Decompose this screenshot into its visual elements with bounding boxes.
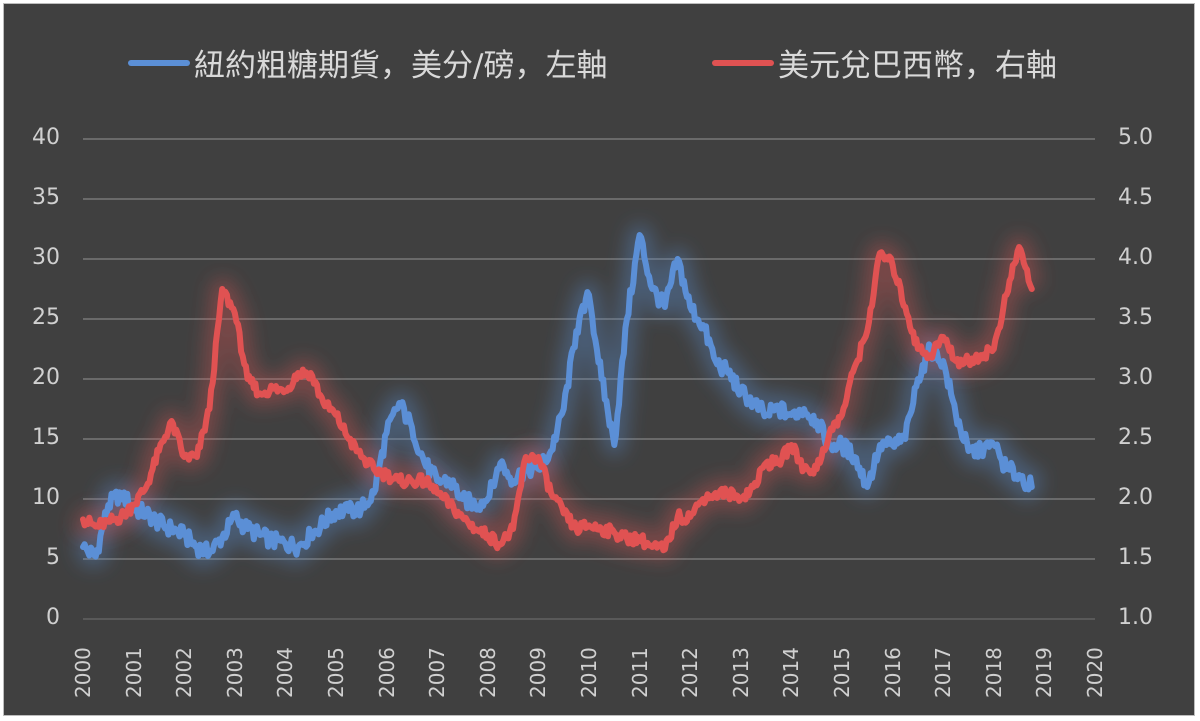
x-tick-label: 2020 xyxy=(1083,647,1107,698)
x-tick-label: 2005 xyxy=(324,647,348,698)
right-tick-label: 2.5 xyxy=(1118,425,1153,450)
x-tick-label: 2008 xyxy=(475,647,500,698)
x-tick-label: 2000 xyxy=(71,647,95,698)
left-tick-label: 10 xyxy=(32,485,60,510)
right-tick-label: 4.5 xyxy=(1118,185,1153,210)
right-tick-label: 3.0 xyxy=(1118,365,1153,390)
x-tick-label: 2013 xyxy=(728,647,753,698)
legend-item-sugar[interactable]: 紐約粗糖期貨，美分/磅，左軸 xyxy=(128,40,607,85)
left-tick-label: 0 xyxy=(46,605,60,630)
x-tick-label: 2012 xyxy=(678,647,703,698)
x-tick-label: 2011 xyxy=(627,647,652,698)
x-tick-label: 2016 xyxy=(880,647,905,698)
x-tick-label: 2009 xyxy=(526,647,551,698)
legend-label-usdbrl: 美元兌巴西幣，右軸 xyxy=(778,48,1057,84)
x-tick-label: 2014 xyxy=(779,647,804,698)
right-tick-label: 3.5 xyxy=(1118,305,1153,330)
left-tick-label: 25 xyxy=(32,305,60,330)
left-tick-label: 20 xyxy=(32,365,60,390)
x-tick-label: 2004 xyxy=(273,647,298,698)
legend: 紐約粗糖期貨，美分/磅，左軸 美元兌巴西幣，右軸 xyxy=(0,40,1200,90)
usd-brl-line[interactable] xyxy=(80,244,1035,554)
right-tick-label: 1.0 xyxy=(1118,605,1153,630)
left-tick-label: 15 xyxy=(32,425,60,450)
x-tick-label: 2018 xyxy=(981,647,1006,698)
right-tick-label: 2.0 xyxy=(1118,485,1153,510)
x-tick-label: 2001 xyxy=(121,647,146,698)
x-tick-label: 2010 xyxy=(577,647,601,698)
sugar-futures-line[interactable] xyxy=(80,232,1035,560)
legend-swatch-blue xyxy=(128,59,190,66)
x-tick-label: 2019 xyxy=(1032,647,1057,698)
legend-swatch-red xyxy=(712,59,774,66)
legend-label-sugar: 紐約粗糖期貨，美分/磅，左軸 xyxy=(194,48,608,84)
x-tick-label: 2003 xyxy=(222,647,247,698)
x-tick-label: 2015 xyxy=(830,647,854,698)
x-tick-label: 2007 xyxy=(425,647,450,698)
left-tick-label: 5 xyxy=(46,545,60,570)
legend-item-usdbrl[interactable]: 美元兌巴西幣，右軸 xyxy=(712,40,1057,85)
left-tick-label: 35 xyxy=(32,185,60,210)
right-tick-label: 5.0 xyxy=(1118,125,1153,150)
x-tick-label: 2002 xyxy=(172,647,197,698)
right-tick-label: 1.5 xyxy=(1118,545,1153,570)
left-tick-label: 40 xyxy=(32,125,60,150)
left-tick-label: 30 xyxy=(32,245,60,270)
gridlines xyxy=(83,138,1095,620)
x-tick-label: 2017 xyxy=(931,647,956,698)
x-tick-label: 2006 xyxy=(374,647,399,698)
right-tick-label: 4.0 xyxy=(1118,245,1153,270)
